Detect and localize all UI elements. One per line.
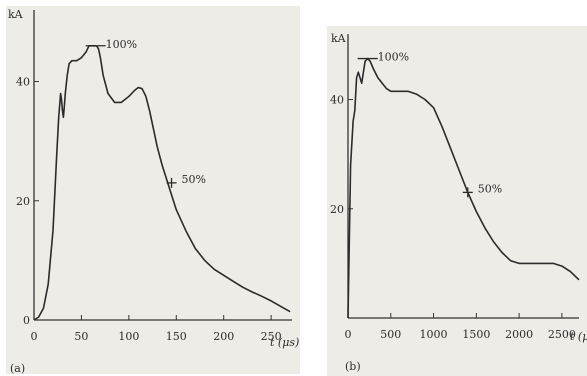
x-tick-label-b: 1000 [420,328,448,341]
y-tick-label-a: 20 [16,195,30,208]
x-tick-label-a: 200 [213,330,234,343]
x-axis-label-b: t (μ [570,330,587,343]
peak-annotation-b: 100% [378,51,409,64]
panel-a-paper [6,6,300,374]
series-line-b [347,57,580,319]
panel-label-a: (a) [10,362,25,375]
half-annotation-b: 50% [478,182,502,195]
x-axis-label-a: t (μs) [270,336,299,349]
chart-a: 0 50 100 150 200 250 0 20 40 kA t (μs) (a) 100% 50% [8,8,299,375]
half-annotation-a: 50% [182,173,206,186]
x-tick-label-b: 500 [380,328,401,341]
x-tick-label-b: 2500 [548,328,576,341]
x-tick-label-a: 150 [166,330,187,343]
x-tick-label-b: 2000 [505,328,533,341]
y-tick-label-b: 40 [330,94,344,107]
panel-label-b: (b) [345,360,361,373]
x-tick-label-a: 50 [74,330,88,343]
x-tick-label-b: 1500 [462,328,490,341]
y-axis-label-a: kA [8,8,24,21]
x-tick-label-a: 100 [118,330,139,343]
y-tick-label-a: 0 [23,314,30,327]
y-tick-label-a: 40 [16,76,30,89]
x-tick-label-a: 0 [31,330,38,343]
series-line-a [33,45,291,321]
x-tick-label-b: 0 [345,328,352,341]
y-axis-label-b: kA [331,32,347,45]
x-tick-label-a: 250 [261,330,282,343]
panel-b-paper [327,26,587,376]
peak-annotation-a: 100% [106,38,137,51]
chart-b: 0 500 1000 1500 2000 2500 20 40 kA t (μ (b) 100% 50% [330,32,587,373]
y-tick-label-b: 20 [330,203,344,216]
